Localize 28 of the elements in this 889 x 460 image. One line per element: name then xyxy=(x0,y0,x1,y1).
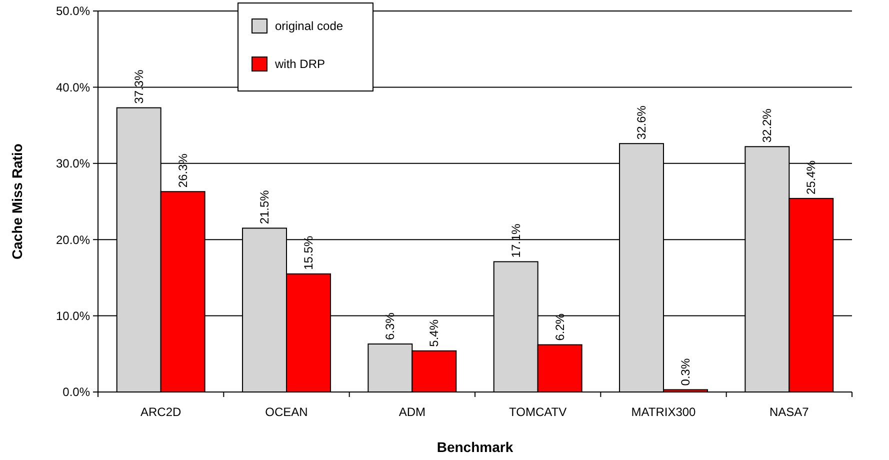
legend-label: with DRP xyxy=(274,57,326,72)
x-tick-label: TOMCATV xyxy=(509,405,567,419)
data-label: 15.5% xyxy=(301,236,316,270)
x-axis-title: Benchmark xyxy=(436,439,514,455)
data-label: 6.3% xyxy=(383,312,398,340)
data-label: 32.6% xyxy=(634,105,649,140)
y-tick-label: 50.0% xyxy=(56,4,90,18)
x-tick-label: ARC2D xyxy=(140,405,182,419)
y-tick-label: 0.0% xyxy=(62,385,90,400)
y-axis-title: Cache Miss Ratio xyxy=(9,144,25,260)
x-tick-label: MATRIX300 xyxy=(631,405,696,419)
y-tick-label: 30.0% xyxy=(56,156,90,171)
data-label: 26.3% xyxy=(176,153,190,188)
data-label: 0.3% xyxy=(678,358,692,386)
y-tick-label: 20.0% xyxy=(56,232,90,247)
data-label: 5.4% xyxy=(427,319,442,347)
x-tick-label: NASA7 xyxy=(769,405,810,419)
x-tick-label: OCEAN xyxy=(265,405,308,419)
data-label: 32.2% xyxy=(760,108,774,143)
data-label: 37.3% xyxy=(132,69,146,104)
data-label: 25.4% xyxy=(804,160,818,194)
x-tick-label: ADM xyxy=(398,405,426,419)
y-tick-label: 10.0% xyxy=(56,309,90,323)
data-label: 17.1% xyxy=(508,223,523,258)
data-label: 6.2% xyxy=(552,313,567,341)
y-tick-label: 40.0% xyxy=(56,80,90,94)
data-label: 21.5% xyxy=(258,190,272,224)
legend-label: original code xyxy=(275,19,344,34)
